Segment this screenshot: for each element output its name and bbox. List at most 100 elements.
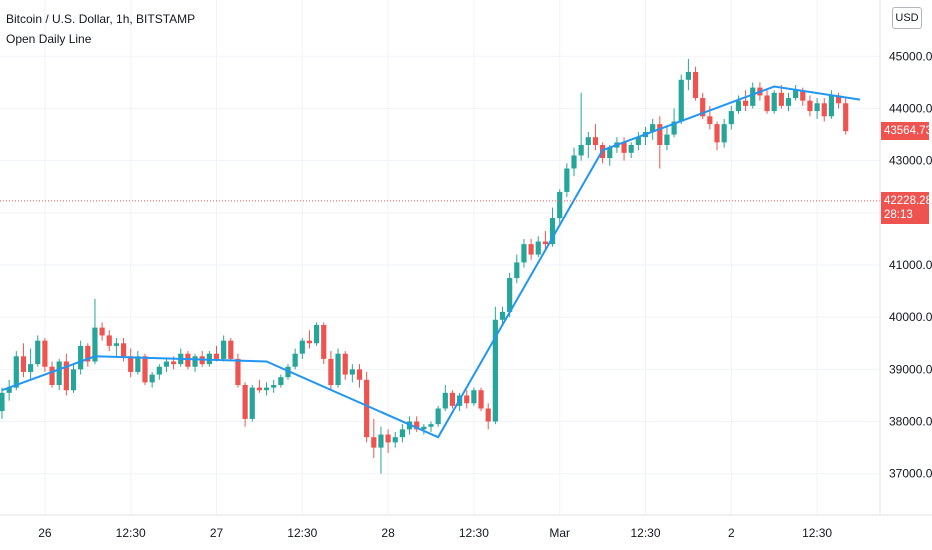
candle-body [464, 395, 470, 404]
candle-body [664, 134, 670, 145]
candle-body [485, 408, 491, 422]
candle-body [106, 335, 112, 346]
candle-body [92, 327, 98, 362]
currency-button[interactable]: USD [892, 7, 922, 29]
candle-body [657, 124, 663, 145]
candle-body [542, 241, 548, 245]
candle-body [78, 345, 84, 370]
price-axis: 37000.00 38000.00 39000.00 40000.00 41000.00… [879, 0, 932, 515]
time-tick-label: 12:30 [630, 526, 660, 540]
time-tick-label: 12:30 [287, 526, 317, 540]
candle-body [771, 92, 777, 112]
candle-body [235, 358, 241, 385]
candle-body [321, 325, 327, 359]
candle-body [743, 100, 749, 106]
price-tick-label: 38000.00 [889, 415, 932, 429]
candle-body [271, 385, 277, 388]
current-price-tag: 42228.28 28:13 [881, 191, 932, 224]
candle-body [42, 340, 48, 367]
candle-body [392, 437, 398, 443]
candle-body [549, 218, 556, 245]
candle-body [835, 95, 842, 104]
candle-body [156, 366, 162, 375]
last-price-tag: 43564.73 [881, 122, 932, 141]
candle-body [142, 356, 148, 383]
candle-body [578, 145, 584, 156]
candle-body [364, 379, 370, 438]
candle-body [399, 429, 405, 438]
candle-body [278, 377, 284, 385]
candle-body [557, 191, 563, 219]
candle-body [0, 392, 5, 412]
candle-body [800, 90, 806, 101]
candle-body [221, 340, 227, 359]
candle-body [478, 390, 484, 409]
candle-body [714, 124, 720, 143]
candle-body [700, 98, 706, 117]
candle-body [213, 353, 220, 359]
price-tick-label: 39000.00 [889, 362, 932, 376]
candle-body [628, 145, 634, 153]
candle-body [650, 124, 656, 132]
candle-body [263, 387, 270, 391]
candle-body [750, 87, 756, 106]
candle-body [471, 390, 477, 404]
candle-body [428, 424, 434, 427]
candle-body [356, 369, 363, 380]
candle-body [435, 408, 441, 425]
chart-grid [0, 0, 880, 515]
candle-body [99, 327, 105, 336]
candle-body [828, 95, 834, 117]
candle-body [6, 387, 12, 393]
time-tick-label: 12:30 [116, 526, 146, 540]
candle-body [692, 71, 699, 99]
candle-body [56, 361, 62, 385]
price-tick-label: 37000.00 [889, 467, 932, 481]
candle-body [707, 116, 713, 125]
candle-body [585, 137, 591, 145]
candle-body [685, 71, 691, 80]
candle-body [20, 356, 27, 372]
candle-body [821, 103, 827, 117]
candle-body [120, 343, 127, 357]
indicator-label[interactable]: Open Daily Line [6, 32, 92, 46]
candle-body [192, 356, 198, 367]
candle-body [807, 100, 813, 112]
candle-body [793, 90, 799, 99]
candle-body [528, 244, 534, 255]
candle-body [249, 387, 255, 419]
candle-body [778, 92, 784, 106]
candle-body [85, 345, 91, 362]
candle-body [621, 142, 627, 153]
candle-body [306, 340, 313, 344]
time-tick-label: 12:30 [802, 526, 832, 540]
candle-body [113, 343, 119, 346]
price-tick-label: 40000.00 [889, 310, 932, 324]
candle-body [13, 356, 19, 388]
candle-body [49, 366, 55, 385]
candle-body [442, 392, 448, 409]
candle-body [521, 244, 527, 263]
candle-body [228, 340, 234, 359]
candle-body [735, 100, 742, 112]
candle-body [785, 98, 792, 106]
candle-body [242, 385, 248, 419]
candle-body [678, 79, 684, 122]
candle-body [163, 361, 170, 367]
candle-body [299, 340, 305, 354]
candle-body [499, 311, 506, 320]
candle-body [28, 364, 34, 372]
candle-body [35, 340, 41, 365]
candle-body [507, 278, 513, 312]
candle-body [292, 353, 298, 367]
time-tick-label: 26 [38, 526, 52, 540]
candle-body [571, 155, 577, 169]
candle-body [728, 111, 734, 125]
candle-body [414, 421, 420, 430]
open-daily-line [1, 85, 861, 439]
time-tick-label: 28 [381, 526, 395, 540]
symbol-title: Bitcoin / U.S. Dollar, 1h, BITSTAMP [6, 12, 196, 26]
price-tick-label: 44000.00 [889, 101, 932, 115]
time-tick-label: 2 [728, 526, 735, 540]
